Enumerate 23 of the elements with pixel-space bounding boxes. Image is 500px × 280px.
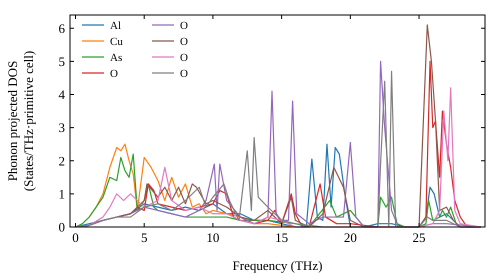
y-tick-label: 6 [58,20,66,36]
x-tick-label: 10 [206,230,220,245]
y-tick-label: 4 [58,87,66,102]
legend-label: Cu [110,36,124,48]
legend-label: O [110,68,118,80]
y-tick-label: 5 [58,54,65,69]
x-tick-label: 0 [72,230,79,245]
y-tick-label: 1 [58,186,65,202]
y-tick-label: 0 [58,220,65,234]
legend-label: O [180,52,188,64]
legend-label: O [180,36,188,48]
x-axis-title: Frequency (THz) [232,258,322,273]
y-tick-label: 2 [58,153,65,168]
y-axis-title: Phonon projected DOS (States/THz·primitive cell) [5,50,36,192]
legend-label: O [180,68,188,80]
x-tick-label: 15 [275,230,288,245]
legend-label: Al [110,20,121,32]
x-tick-label: 25 [412,230,426,245]
legend-label: O [180,20,188,32]
x-tick-label: 5 [140,230,148,245]
x-tick-label: 20 [344,230,357,245]
legend-label: As [110,52,122,64]
y-tick-label: 3 [58,120,65,136]
